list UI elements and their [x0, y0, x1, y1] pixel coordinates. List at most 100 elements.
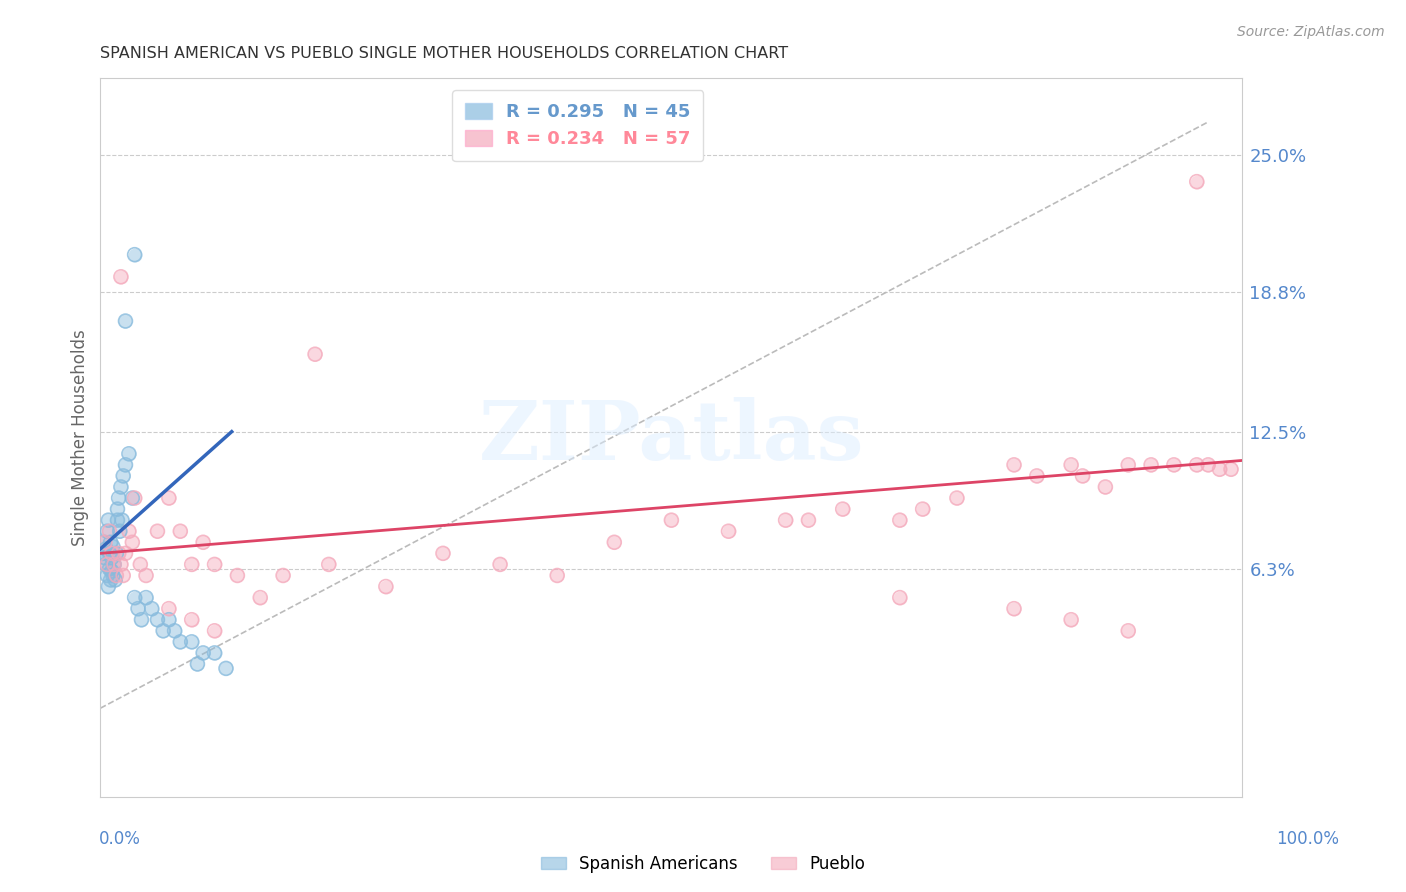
Point — [114, 546, 136, 560]
Point — [180, 613, 202, 627]
Point — [100, 550, 122, 565]
Point — [114, 314, 136, 328]
Point — [1116, 458, 1139, 472]
Point — [131, 613, 153, 627]
Point — [97, 513, 120, 527]
Point — [889, 513, 911, 527]
Point — [107, 502, 129, 516]
Point — [889, 513, 911, 527]
Point — [1094, 480, 1116, 494]
Point — [107, 513, 129, 527]
Point — [118, 447, 141, 461]
Point — [180, 635, 202, 649]
Point — [124, 491, 146, 505]
Point — [124, 591, 146, 605]
Point — [661, 513, 683, 527]
Point — [135, 591, 157, 605]
Point — [146, 524, 169, 539]
Point — [318, 558, 340, 572]
Point — [96, 558, 118, 572]
Point — [1002, 458, 1025, 472]
Point — [1163, 458, 1185, 472]
Point — [105, 546, 128, 560]
Point — [121, 535, 143, 549]
Point — [1060, 613, 1083, 627]
Point — [112, 469, 135, 483]
Point — [94, 541, 117, 556]
Point — [717, 524, 740, 539]
Point — [432, 546, 454, 560]
Point — [103, 558, 125, 572]
Point — [114, 458, 136, 472]
Point — [100, 535, 122, 549]
Point — [97, 580, 120, 594]
Point — [97, 513, 120, 527]
Point — [135, 591, 157, 605]
Point — [304, 347, 326, 361]
Legend: R = 0.295   N = 45, R = 0.234   N = 57: R = 0.295 N = 45, R = 0.234 N = 57 — [451, 90, 703, 161]
Point — [204, 558, 226, 572]
Point — [661, 513, 683, 527]
Point — [204, 646, 226, 660]
Point — [889, 591, 911, 605]
Point — [107, 546, 129, 560]
Point — [180, 558, 202, 572]
Point — [112, 568, 135, 582]
Point — [180, 558, 202, 572]
Point — [1208, 462, 1230, 476]
Point — [1094, 480, 1116, 494]
Point — [100, 573, 122, 587]
Point — [1002, 601, 1025, 615]
Point — [124, 247, 146, 261]
Point — [91, 546, 114, 560]
Point — [146, 613, 169, 627]
Point — [1185, 175, 1208, 189]
Point — [108, 524, 131, 539]
Point — [249, 591, 271, 605]
Point — [1185, 458, 1208, 472]
Point — [1002, 601, 1025, 615]
Point — [96, 568, 118, 582]
Point — [1197, 458, 1219, 472]
Point — [1025, 469, 1047, 483]
Point — [100, 564, 122, 578]
Point — [112, 469, 135, 483]
Point — [163, 624, 186, 638]
Point — [129, 558, 152, 572]
Point — [775, 513, 797, 527]
Point — [105, 568, 128, 582]
Point — [96, 558, 118, 572]
Point — [108, 524, 131, 539]
Point — [169, 524, 191, 539]
Point — [110, 558, 132, 572]
Point — [204, 624, 226, 638]
Point — [100, 546, 122, 560]
Point — [98, 546, 121, 560]
Point — [1185, 458, 1208, 472]
Point — [204, 624, 226, 638]
Point — [169, 635, 191, 649]
Point — [111, 513, 134, 527]
Point — [135, 568, 157, 582]
Point — [157, 601, 180, 615]
Point — [100, 535, 122, 549]
Point — [141, 601, 163, 615]
Point — [146, 613, 169, 627]
Point — [127, 601, 149, 615]
Point — [717, 524, 740, 539]
Point — [94, 550, 117, 565]
Point — [94, 558, 117, 572]
Point — [91, 546, 114, 560]
Point — [204, 646, 226, 660]
Point — [103, 558, 125, 572]
Point — [318, 558, 340, 572]
Point — [114, 458, 136, 472]
Point — [105, 546, 128, 560]
Point — [98, 562, 121, 576]
Point — [163, 624, 186, 638]
Point — [215, 661, 238, 675]
Point — [180, 613, 202, 627]
Text: 100.0%: 100.0% — [1277, 830, 1339, 847]
Point — [169, 635, 191, 649]
Point — [946, 491, 969, 505]
